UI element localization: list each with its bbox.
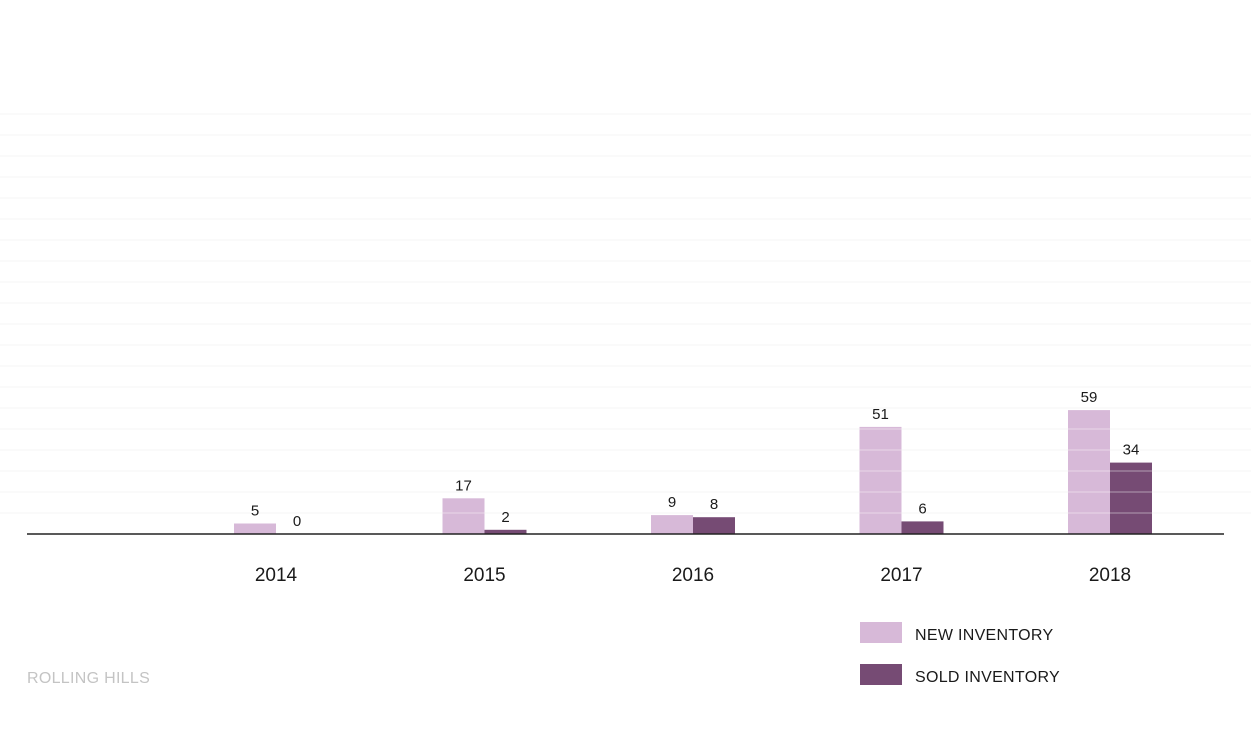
legend-swatch-new-inventory — [860, 622, 902, 643]
value-label-sold-2016: 8 — [710, 496, 718, 513]
bar-gridline-overlay — [442, 428, 1152, 514]
value-label-new-2015: 17 — [455, 477, 472, 494]
bar-sold-2016 — [693, 517, 735, 534]
x-tick-label-2017: 2017 — [880, 565, 922, 586]
gridlines — [0, 113, 1251, 514]
value-label-sold-2015: 2 — [501, 509, 509, 526]
bar-new-2016 — [651, 515, 693, 534]
legend-item-sold-inventory: SOLD INVENTORY — [860, 664, 1120, 686]
legend-swatch-sold-inventory — [860, 664, 902, 685]
value-label-sold-2017: 6 — [918, 500, 926, 517]
community-name: ROLLING HILLS — [27, 670, 151, 687]
x-tick-label-2015: 2015 — [463, 565, 505, 586]
bars — [234, 410, 1152, 534]
value-label-new-2016: 9 — [668, 494, 676, 511]
bar-sold-2018 — [1110, 462, 1152, 534]
legend-item-new-inventory: NEW INVENTORY — [860, 622, 1120, 644]
x-tick-labels: 2014 2015 2016 2017 2018 — [255, 565, 1131, 586]
value-label-sold-2018: 34 — [1123, 442, 1140, 459]
legend-label-new-inventory: NEW INVENTORY — [915, 627, 1054, 644]
value-label-sold-2014: 0 — [293, 513, 301, 530]
bar-new-2018 — [1068, 410, 1110, 534]
x-tick-label-2016: 2016 — [672, 565, 714, 586]
bar-new-2015 — [442, 498, 485, 534]
legend-label-sold-inventory: SOLD INVENTORY — [915, 669, 1060, 686]
value-labels: 5 0 17 2 9 8 51 6 59 34 — [251, 389, 1140, 530]
bar-new-2014 — [234, 523, 276, 534]
bar-sold-2017 — [901, 521, 944, 534]
bar-sold-2015 — [484, 529, 527, 534]
value-label-new-2014: 5 — [251, 503, 259, 520]
value-label-new-2017: 51 — [872, 406, 889, 423]
x-tick-label-2018: 2018 — [1089, 565, 1131, 586]
value-label-new-2018: 59 — [1081, 389, 1098, 406]
bar-new-2017 — [859, 426, 902, 534]
x-tick-label-2014: 2014 — [255, 565, 298, 586]
